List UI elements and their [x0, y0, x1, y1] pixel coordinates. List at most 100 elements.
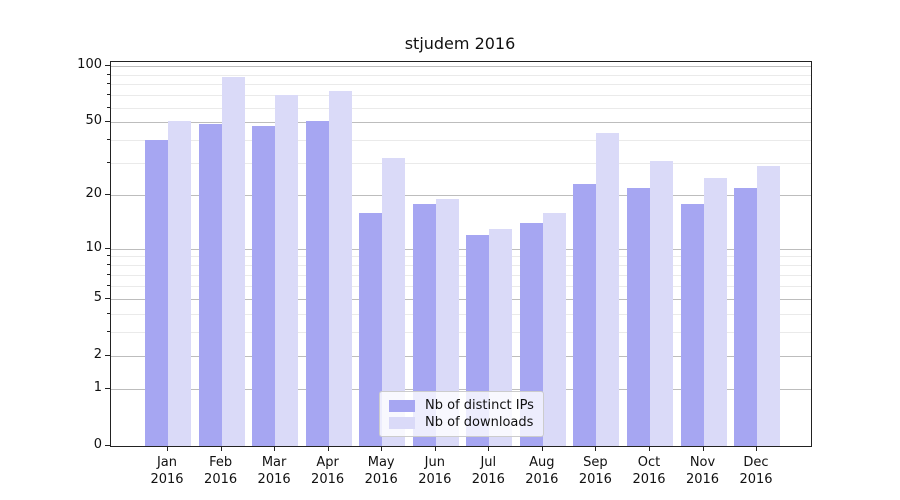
bar-distinct-ips-aug	[519, 223, 543, 446]
x-tick-year: 2016	[311, 472, 345, 487]
bar-distinct-ips-oct	[627, 187, 650, 446]
y-minor-tick-mark	[107, 73, 110, 75]
x-tick-label-may: May 2016	[351, 454, 411, 488]
x-tick-year: 2016	[525, 472, 559, 487]
bar-distinct-ips-jun	[412, 203, 436, 446]
x-tick-label-apr: Apr 2016	[298, 454, 358, 488]
x-tick-year: 2016	[739, 472, 773, 487]
gridline-3	[111, 331, 811, 333]
y-tick-label-20: 20	[85, 186, 102, 202]
gridline-90	[111, 74, 811, 76]
chart-title: stjudem 2016	[404, 34, 516, 53]
x-tick-year: 2016	[632, 472, 666, 487]
bar-downloads-may	[382, 158, 406, 446]
x-tick-month: Jul	[480, 455, 497, 470]
bar-downloads-aug	[542, 212, 566, 446]
legend-label-distinct-ips: Nb of distinct IPs	[425, 398, 534, 413]
gridline-20	[111, 195, 811, 197]
y-minor-tick-mark	[107, 255, 110, 257]
y-minor-tick-mark	[107, 264, 110, 266]
x-tick-month: May	[367, 455, 395, 470]
y-minor-tick-mark	[107, 106, 110, 108]
bar-distinct-ips-nov	[680, 203, 704, 446]
gridline-4	[111, 313, 811, 315]
bar-downloads-dec	[757, 166, 780, 446]
legend-swatch-downloads-icon	[389, 416, 415, 429]
bar-downloads-feb	[221, 77, 245, 446]
y-tick-mark	[105, 445, 110, 446]
legend-row-distinct-ips: Nb of distinct IPs	[389, 398, 534, 413]
y-tick-label-2: 2	[93, 346, 102, 362]
x-tick-mark-jul	[488, 446, 490, 451]
gridline-10	[111, 248, 811, 250]
x-tick-month: Oct	[637, 455, 661, 470]
x-tick-month: Feb	[209, 455, 233, 470]
gridline-40	[111, 140, 811, 142]
y-tick-label-1: 1	[93, 379, 102, 395]
gridline-60	[111, 107, 811, 109]
x-tick-mark-sep	[595, 446, 597, 451]
bar-downloads-jun	[435, 199, 459, 446]
x-tick-mark-jun	[434, 446, 436, 451]
x-tick-mark-nov	[702, 446, 704, 451]
x-tick-label-jan: Jan 2016	[137, 454, 197, 488]
y-tick-mark	[105, 247, 110, 249]
gridline-2	[111, 355, 811, 357]
legend-swatch-distinct-ips-icon	[389, 399, 415, 412]
gridline-7	[111, 274, 811, 276]
x-tick-label-nov: Nov 2016	[673, 454, 733, 488]
gridline-50	[111, 122, 811, 124]
bar-downloads-jan	[168, 120, 191, 446]
x-tick-month: Aug	[529, 455, 555, 470]
bar-distinct-ips-may	[359, 212, 383, 446]
gridline-80	[111, 84, 811, 86]
y-tick-mark	[105, 194, 110, 196]
gridline-5	[111, 298, 811, 300]
plot-area: Nb of distinct IPs Nb of downloads	[110, 61, 812, 447]
y-tick-label-100: 100	[77, 57, 102, 72]
x-tick-mark-dec	[756, 446, 757, 451]
bar-downloads-oct	[650, 160, 673, 446]
x-tick-month: Apr	[316, 455, 339, 470]
bar-distinct-ips-jan	[145, 140, 168, 446]
x-tick-year: 2016	[204, 472, 238, 487]
gridline-8	[111, 265, 811, 267]
x-tick-month: Jan	[156, 455, 178, 470]
bar-distinct-ips-mar	[252, 125, 276, 446]
x-tick-month: Mar	[261, 455, 287, 470]
x-tick-month: Dec	[743, 455, 769, 470]
x-tick-mark-may	[381, 446, 383, 451]
bar-downloads-nov	[703, 177, 727, 446]
y-tick-label-5: 5	[93, 289, 102, 305]
x-tick-year: 2016	[578, 472, 612, 487]
y-tick-mark	[105, 121, 110, 123]
x-tick-mark-jan	[167, 446, 168, 451]
y-tick-mark	[105, 65, 110, 66]
x-tick-label-jul: Jul 2016	[458, 454, 518, 488]
y-minor-tick-mark	[107, 273, 110, 275]
x-tick-year: 2016	[471, 472, 505, 487]
bar-downloads-mar	[275, 95, 299, 446]
x-tick-mark-mar	[274, 446, 276, 451]
y-minor-tick-mark	[107, 83, 110, 85]
bar-distinct-ips-dec	[734, 187, 757, 446]
gridline-6	[111, 285, 811, 287]
x-tick-year: 2016	[685, 472, 720, 487]
gridline-70	[111, 95, 811, 96]
gridline-1	[111, 388, 811, 390]
x-tick-year: 2016	[257, 472, 291, 487]
gridline-30	[111, 163, 811, 165]
y-minor-tick-mark	[107, 139, 110, 141]
x-tick-month: Sep	[583, 455, 608, 470]
x-tick-label-dec: Dec 2016	[726, 454, 786, 488]
bar-distinct-ips-feb	[198, 123, 222, 446]
y-minor-tick-mark	[107, 312, 110, 314]
bar-distinct-ips-sep	[573, 184, 597, 446]
x-tick-mark-apr	[327, 446, 329, 451]
y-minor-tick-mark	[107, 94, 110, 95]
x-tick-label-oct: Oct 2016	[619, 454, 679, 488]
x-tick-label-sep: Sep 2016	[565, 454, 625, 488]
x-tick-year: 2016	[150, 472, 184, 487]
gridline-9	[111, 256, 811, 258]
